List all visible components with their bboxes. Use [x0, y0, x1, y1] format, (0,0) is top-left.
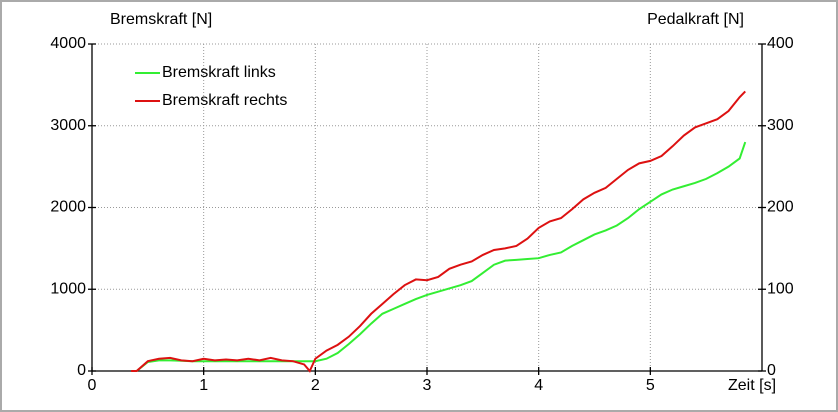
- x-tick-label: 5: [646, 377, 655, 394]
- x-axis-label: Zeit [s]: [728, 377, 776, 394]
- series-line: [131, 90, 746, 373]
- y-tick-label: 4000: [50, 35, 86, 52]
- y2-tick-label: 100: [767, 280, 794, 297]
- y2-tick-label: 0: [767, 362, 776, 379]
- x-tick-label: 1: [199, 377, 208, 394]
- x-tick-label: 4: [534, 377, 543, 394]
- y-tick-label: 0: [77, 362, 86, 379]
- y2-axis-label: Pedalkraft [N]: [647, 11, 744, 28]
- x-tick-label: 0: [88, 377, 97, 394]
- y-tick-label: 2000: [50, 199, 86, 216]
- y2-tick-label: 400: [767, 35, 794, 52]
- y-axis-label: Bremskraft [N]: [110, 11, 212, 28]
- y-tick-label: 3000: [50, 117, 86, 134]
- y-tick-label: 1000: [50, 280, 86, 297]
- series-line: [131, 141, 747, 372]
- x-tick-label: 2: [311, 377, 320, 394]
- legend-label: Bremskraft links: [162, 64, 276, 81]
- y2-tick-label: 200: [767, 199, 794, 216]
- y2-tick-label: 300: [767, 117, 794, 134]
- legend-label: Bremskraft rechts: [162, 92, 287, 109]
- x-tick-label: 3: [423, 377, 432, 394]
